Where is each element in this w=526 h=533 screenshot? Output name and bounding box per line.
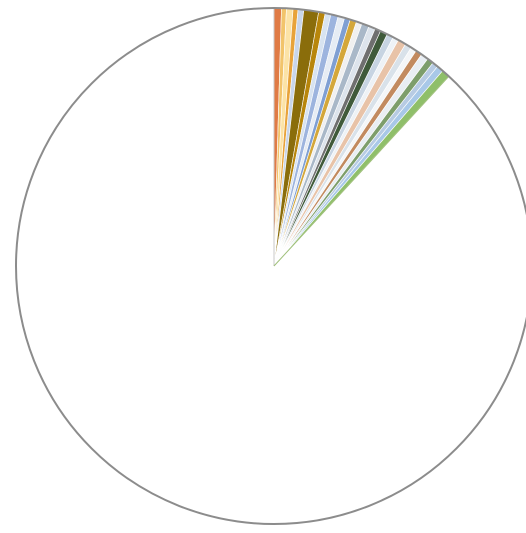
pie-slice-29: [15, 7, 526, 525]
pie-slices: [15, 7, 526, 525]
slice-boundary-2: [273, 75, 450, 267]
pie-outline: [15, 7, 526, 525]
